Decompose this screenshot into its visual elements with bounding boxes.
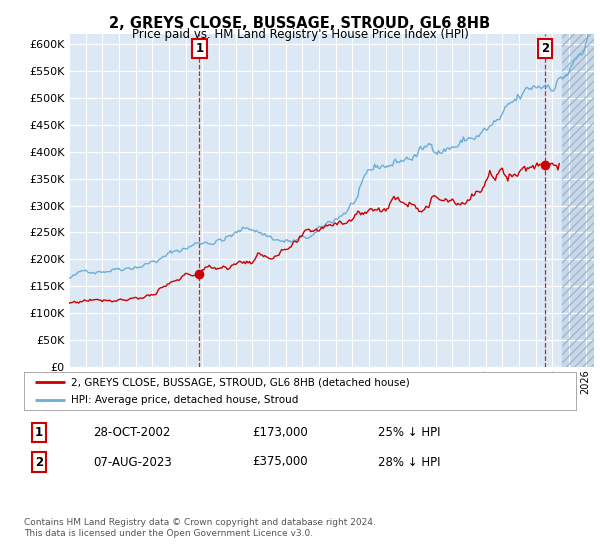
- Bar: [562, 34, 594, 367]
- Text: 2, GREYS CLOSE, BUSSAGE, STROUD, GL6 8HB (detached house): 2, GREYS CLOSE, BUSSAGE, STROUD, GL6 8HB…: [71, 377, 410, 387]
- Text: 07-AUG-2023: 07-AUG-2023: [93, 455, 172, 469]
- Text: 2: 2: [541, 42, 550, 55]
- Text: 2, GREYS CLOSE, BUSSAGE, STROUD, GL6 8HB: 2, GREYS CLOSE, BUSSAGE, STROUD, GL6 8HB: [109, 16, 491, 31]
- Text: 1: 1: [35, 426, 43, 439]
- Text: Contains HM Land Registry data © Crown copyright and database right 2024.
This d: Contains HM Land Registry data © Crown c…: [24, 518, 376, 538]
- Bar: [562, 34, 594, 367]
- Text: 25% ↓ HPI: 25% ↓ HPI: [378, 426, 440, 439]
- Text: 28% ↓ HPI: 28% ↓ HPI: [378, 455, 440, 469]
- Text: £375,000: £375,000: [252, 455, 308, 469]
- Text: 1: 1: [196, 42, 203, 55]
- Text: 2: 2: [35, 455, 43, 469]
- Text: 28-OCT-2002: 28-OCT-2002: [93, 426, 170, 439]
- Text: £173,000: £173,000: [252, 426, 308, 439]
- Text: Price paid vs. HM Land Registry's House Price Index (HPI): Price paid vs. HM Land Registry's House …: [131, 28, 469, 41]
- Text: HPI: Average price, detached house, Stroud: HPI: Average price, detached house, Stro…: [71, 395, 298, 405]
